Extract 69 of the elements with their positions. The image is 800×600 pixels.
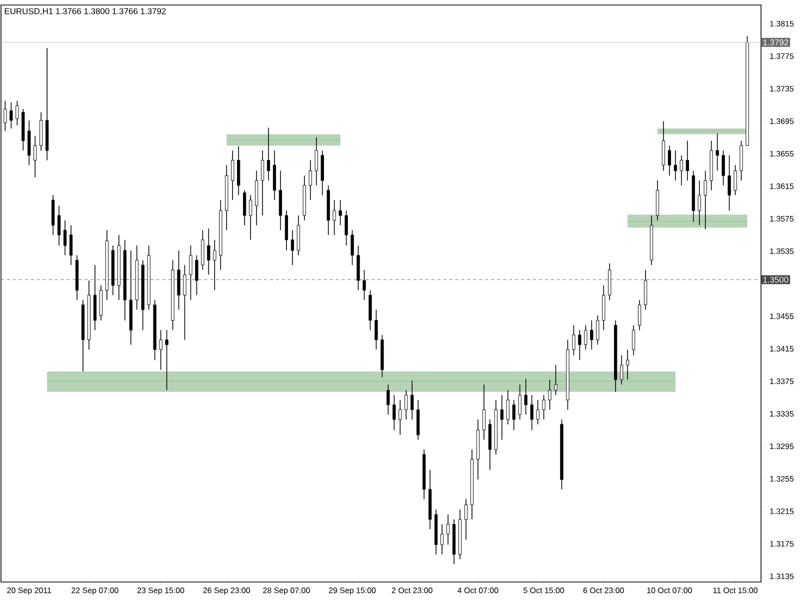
candlestick [242, 190, 246, 226]
candlestick [536, 400, 540, 425]
ref-line-label: 1.3500 [763, 276, 788, 283]
candlestick [410, 380, 414, 420]
candlestick [231, 150, 234, 200]
candlestick [266, 127, 270, 181]
candlestick [578, 330, 582, 361]
candlestick [159, 330, 162, 370]
candlestick [404, 390, 408, 420]
candlestick [530, 394, 534, 430]
candlestick [596, 315, 600, 346]
candlestick [332, 200, 336, 236]
candlestick [392, 394, 396, 430]
candlestick [638, 300, 642, 330]
candlestick [195, 254, 198, 296]
candlestick [362, 270, 366, 300]
candlestick [626, 349, 630, 380]
candlestick [734, 164, 737, 196]
candlestick [620, 354, 624, 385]
candlestick [374, 309, 378, 350]
candlestick [69, 224, 73, 266]
candlestick [554, 364, 558, 396]
candlestick [386, 384, 390, 415]
candlestick [248, 194, 252, 240]
candlestick [308, 160, 312, 200]
candlestick [344, 210, 348, 246]
candlestick [34, 135, 37, 178]
candlestick [290, 230, 294, 266]
candlestick [464, 498, 468, 540]
candlestick [716, 133, 719, 172]
candlestick [680, 154, 683, 186]
ref-line-label: 1.3792 [763, 39, 788, 46]
candlestick [446, 514, 450, 546]
candlestick [63, 220, 67, 256]
candlestick [213, 239, 216, 291]
candlestick [548, 379, 552, 410]
candlestick [518, 384, 522, 420]
candlestick [674, 150, 677, 181]
chart-title: EURUSD,H1 1.3766 1.3800 1.3766 1.3792 [4, 8, 166, 16]
candlestick [632, 324, 636, 356]
candlestick [686, 140, 689, 181]
candlestick [440, 524, 444, 555]
candlestick [542, 394, 546, 420]
candlestick [4, 100, 7, 132]
candlestick [260, 150, 264, 216]
candlestick [500, 394, 504, 440]
candlestick [722, 150, 725, 186]
candlestick [524, 378, 528, 415]
candlestick [398, 400, 402, 436]
candlestick [506, 390, 510, 425]
candlestick [512, 400, 516, 430]
candlestick [165, 330, 168, 391]
candlestick [584, 324, 588, 350]
candlestick [10, 102, 13, 129]
candlestick [704, 170, 707, 230]
candlestick [338, 200, 342, 226]
candlestick [350, 230, 354, 266]
candlestick [482, 384, 486, 440]
candlestick [57, 205, 61, 246]
candlestick [314, 137, 318, 186]
candlestick [728, 154, 731, 212]
candlestick [183, 264, 186, 340]
candlestick [572, 324, 576, 356]
candlestick [668, 145, 672, 176]
candlestick [16, 100, 19, 126]
candlestick [207, 228, 210, 276]
candlestick [590, 320, 594, 350]
candlestick [189, 245, 192, 300]
candlestick [698, 180, 701, 226]
